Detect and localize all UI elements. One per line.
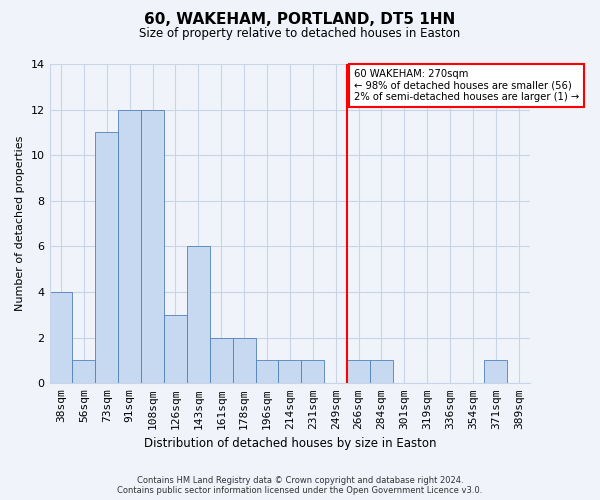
Bar — [95, 132, 118, 384]
Bar — [233, 338, 256, 384]
Text: Size of property relative to detached houses in Easton: Size of property relative to detached ho… — [139, 28, 461, 40]
Bar — [347, 360, 370, 384]
Bar — [164, 315, 187, 384]
Text: 60 WAKEHAM: 270sqm
← 98% of detached houses are smaller (56)
2% of semi-detached: 60 WAKEHAM: 270sqm ← 98% of detached hou… — [354, 68, 579, 102]
Text: Contains HM Land Registry data © Crown copyright and database right 2024.
Contai: Contains HM Land Registry data © Crown c… — [118, 476, 482, 495]
X-axis label: Distribution of detached houses by size in Easton: Distribution of detached houses by size … — [143, 437, 436, 450]
Text: 60, WAKEHAM, PORTLAND, DT5 1HN: 60, WAKEHAM, PORTLAND, DT5 1HN — [145, 12, 455, 28]
Bar — [278, 360, 301, 384]
Bar — [484, 360, 508, 384]
Bar — [73, 360, 95, 384]
Bar — [301, 360, 324, 384]
Bar — [370, 360, 393, 384]
Y-axis label: Number of detached properties: Number of detached properties — [15, 136, 25, 312]
Bar — [256, 360, 278, 384]
Bar — [50, 292, 73, 384]
Bar — [141, 110, 164, 384]
Bar — [187, 246, 210, 384]
Bar — [118, 110, 141, 384]
Bar — [210, 338, 233, 384]
